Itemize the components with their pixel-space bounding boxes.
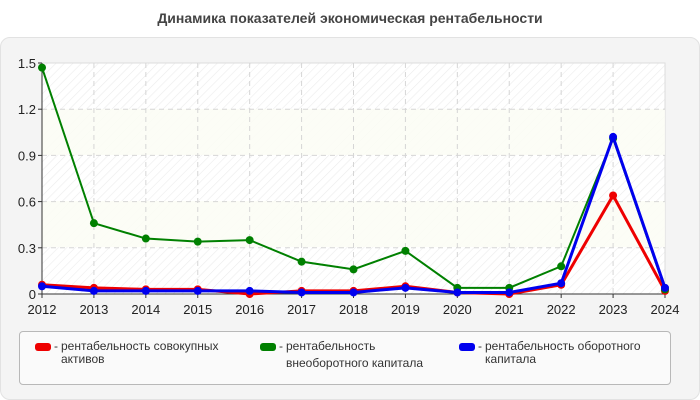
data-point[interactable] xyxy=(297,288,306,297)
data-point[interactable] xyxy=(141,234,150,243)
data-point[interactable] xyxy=(297,257,306,266)
legend: - рентабельность совокупных активов - рен… xyxy=(19,331,671,385)
data-point[interactable] xyxy=(609,132,618,141)
data-point[interactable] xyxy=(661,283,669,292)
data-point[interactable] xyxy=(401,283,410,292)
y-tick-label: 1.5 xyxy=(18,56,36,71)
data-point[interactable] xyxy=(89,286,98,295)
x-tick-label: 2012 xyxy=(28,302,57,317)
data-point[interactable] xyxy=(349,265,358,274)
data-point[interactable] xyxy=(193,237,202,246)
data-point[interactable] xyxy=(609,191,618,200)
data-point[interactable] xyxy=(349,288,358,297)
y-tick-label: 0.9 xyxy=(18,148,36,163)
x-tick-label: 2017 xyxy=(287,302,316,317)
data-point[interactable] xyxy=(557,262,566,271)
green-swatch-icon xyxy=(260,343,276,351)
x-tick-label: 2023 xyxy=(599,302,628,317)
data-point[interactable] xyxy=(89,219,98,228)
data-point[interactable] xyxy=(38,282,46,291)
data-point[interactable] xyxy=(193,286,202,295)
blue-swatch-icon xyxy=(459,343,475,351)
x-tick-label: 2014 xyxy=(131,302,160,317)
data-point[interactable] xyxy=(453,288,462,297)
x-tick-label: 2013 xyxy=(79,302,108,317)
x-tick-label: 2021 xyxy=(495,302,524,317)
y-tick-label: 0.3 xyxy=(18,241,36,256)
y-tick-label: 0.6 xyxy=(18,195,36,210)
data-point[interactable] xyxy=(401,246,410,255)
y-tick-label: 0 xyxy=(29,287,36,302)
data-point[interactable] xyxy=(38,63,46,72)
legend-item-total-assets[interactable]: - рентабельность совокупных активов xyxy=(35,340,219,366)
x-tick-label: 2015 xyxy=(183,302,212,317)
data-point[interactable] xyxy=(141,286,150,295)
data-point[interactable] xyxy=(245,286,254,295)
red-swatch-icon xyxy=(35,343,51,351)
data-point[interactable] xyxy=(505,288,514,297)
x-tick-label: 2024 xyxy=(651,302,680,317)
data-point[interactable] xyxy=(557,279,566,288)
series-line[interactable] xyxy=(38,132,669,297)
x-tick-label: 2020 xyxy=(443,302,472,317)
x-tick-label: 2019 xyxy=(391,302,420,317)
data-point[interactable] xyxy=(245,236,254,245)
x-tick-label: 2018 xyxy=(339,302,368,317)
x-tick-label: 2022 xyxy=(547,302,576,317)
legend-item-working-capital[interactable]: - рентабельность оборотного капитала xyxy=(459,340,641,366)
y-tick-label: 1.2 xyxy=(18,102,36,117)
x-tick-label: 2016 xyxy=(235,302,264,317)
chart-title: Динамика показателей экономическая рента… xyxy=(157,10,543,26)
legend-item-noncurrent-capital[interactable]: - рентабельность внеоборотного капитала xyxy=(260,340,423,370)
